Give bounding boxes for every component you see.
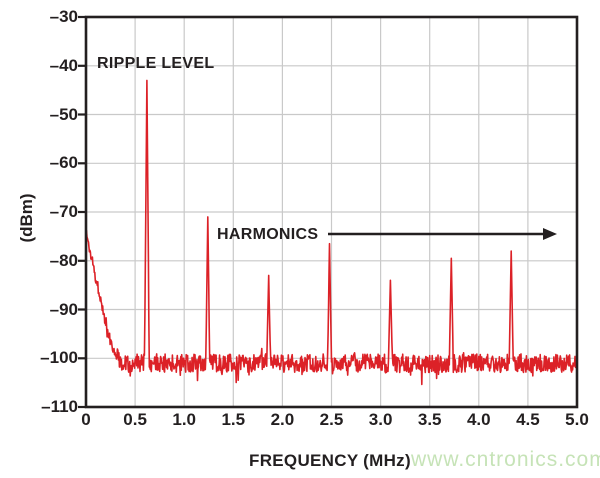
y-tick-label: –90 [49,299,78,319]
x-tick-label: 3.0 [368,410,393,429]
harmonics-arrow-head [543,228,557,240]
x-tick-label: 2.0 [270,410,295,429]
x-tick-label: 4.5 [516,410,540,429]
ripple-level-annotation: RIPPLE LEVEL [97,55,215,72]
y-tick-label: –50 [49,104,78,124]
harmonics-annotation: HARMONICS [217,226,319,243]
x-tick-label: 4.0 [466,410,491,429]
y-tick-label: –40 [49,55,78,75]
x-tick-label: 2.5 [319,410,344,429]
y-tick-label: –80 [49,250,78,270]
y-tick-label: –100 [40,348,78,368]
spectrum-trace [86,79,577,386]
y-tick-label: –30 [49,7,78,26]
y-tick-label: –110 [41,397,78,416]
x-tick-label: 1.0 [172,410,196,429]
x-tick-label: 5.0 [565,410,589,429]
x-axis-title: FREQUENCY (MHz) [249,451,411,470]
y-tick-label: –60 [49,153,78,173]
watermark: www.cntronics.com [411,448,600,471]
y-tick-label: –70 [49,202,78,221]
x-tick-label: 3.5 [417,410,442,429]
x-tick-label: 0 [81,410,91,429]
x-tick-label: 0.5 [123,410,147,429]
x-tick-label: 1.5 [221,410,246,429]
